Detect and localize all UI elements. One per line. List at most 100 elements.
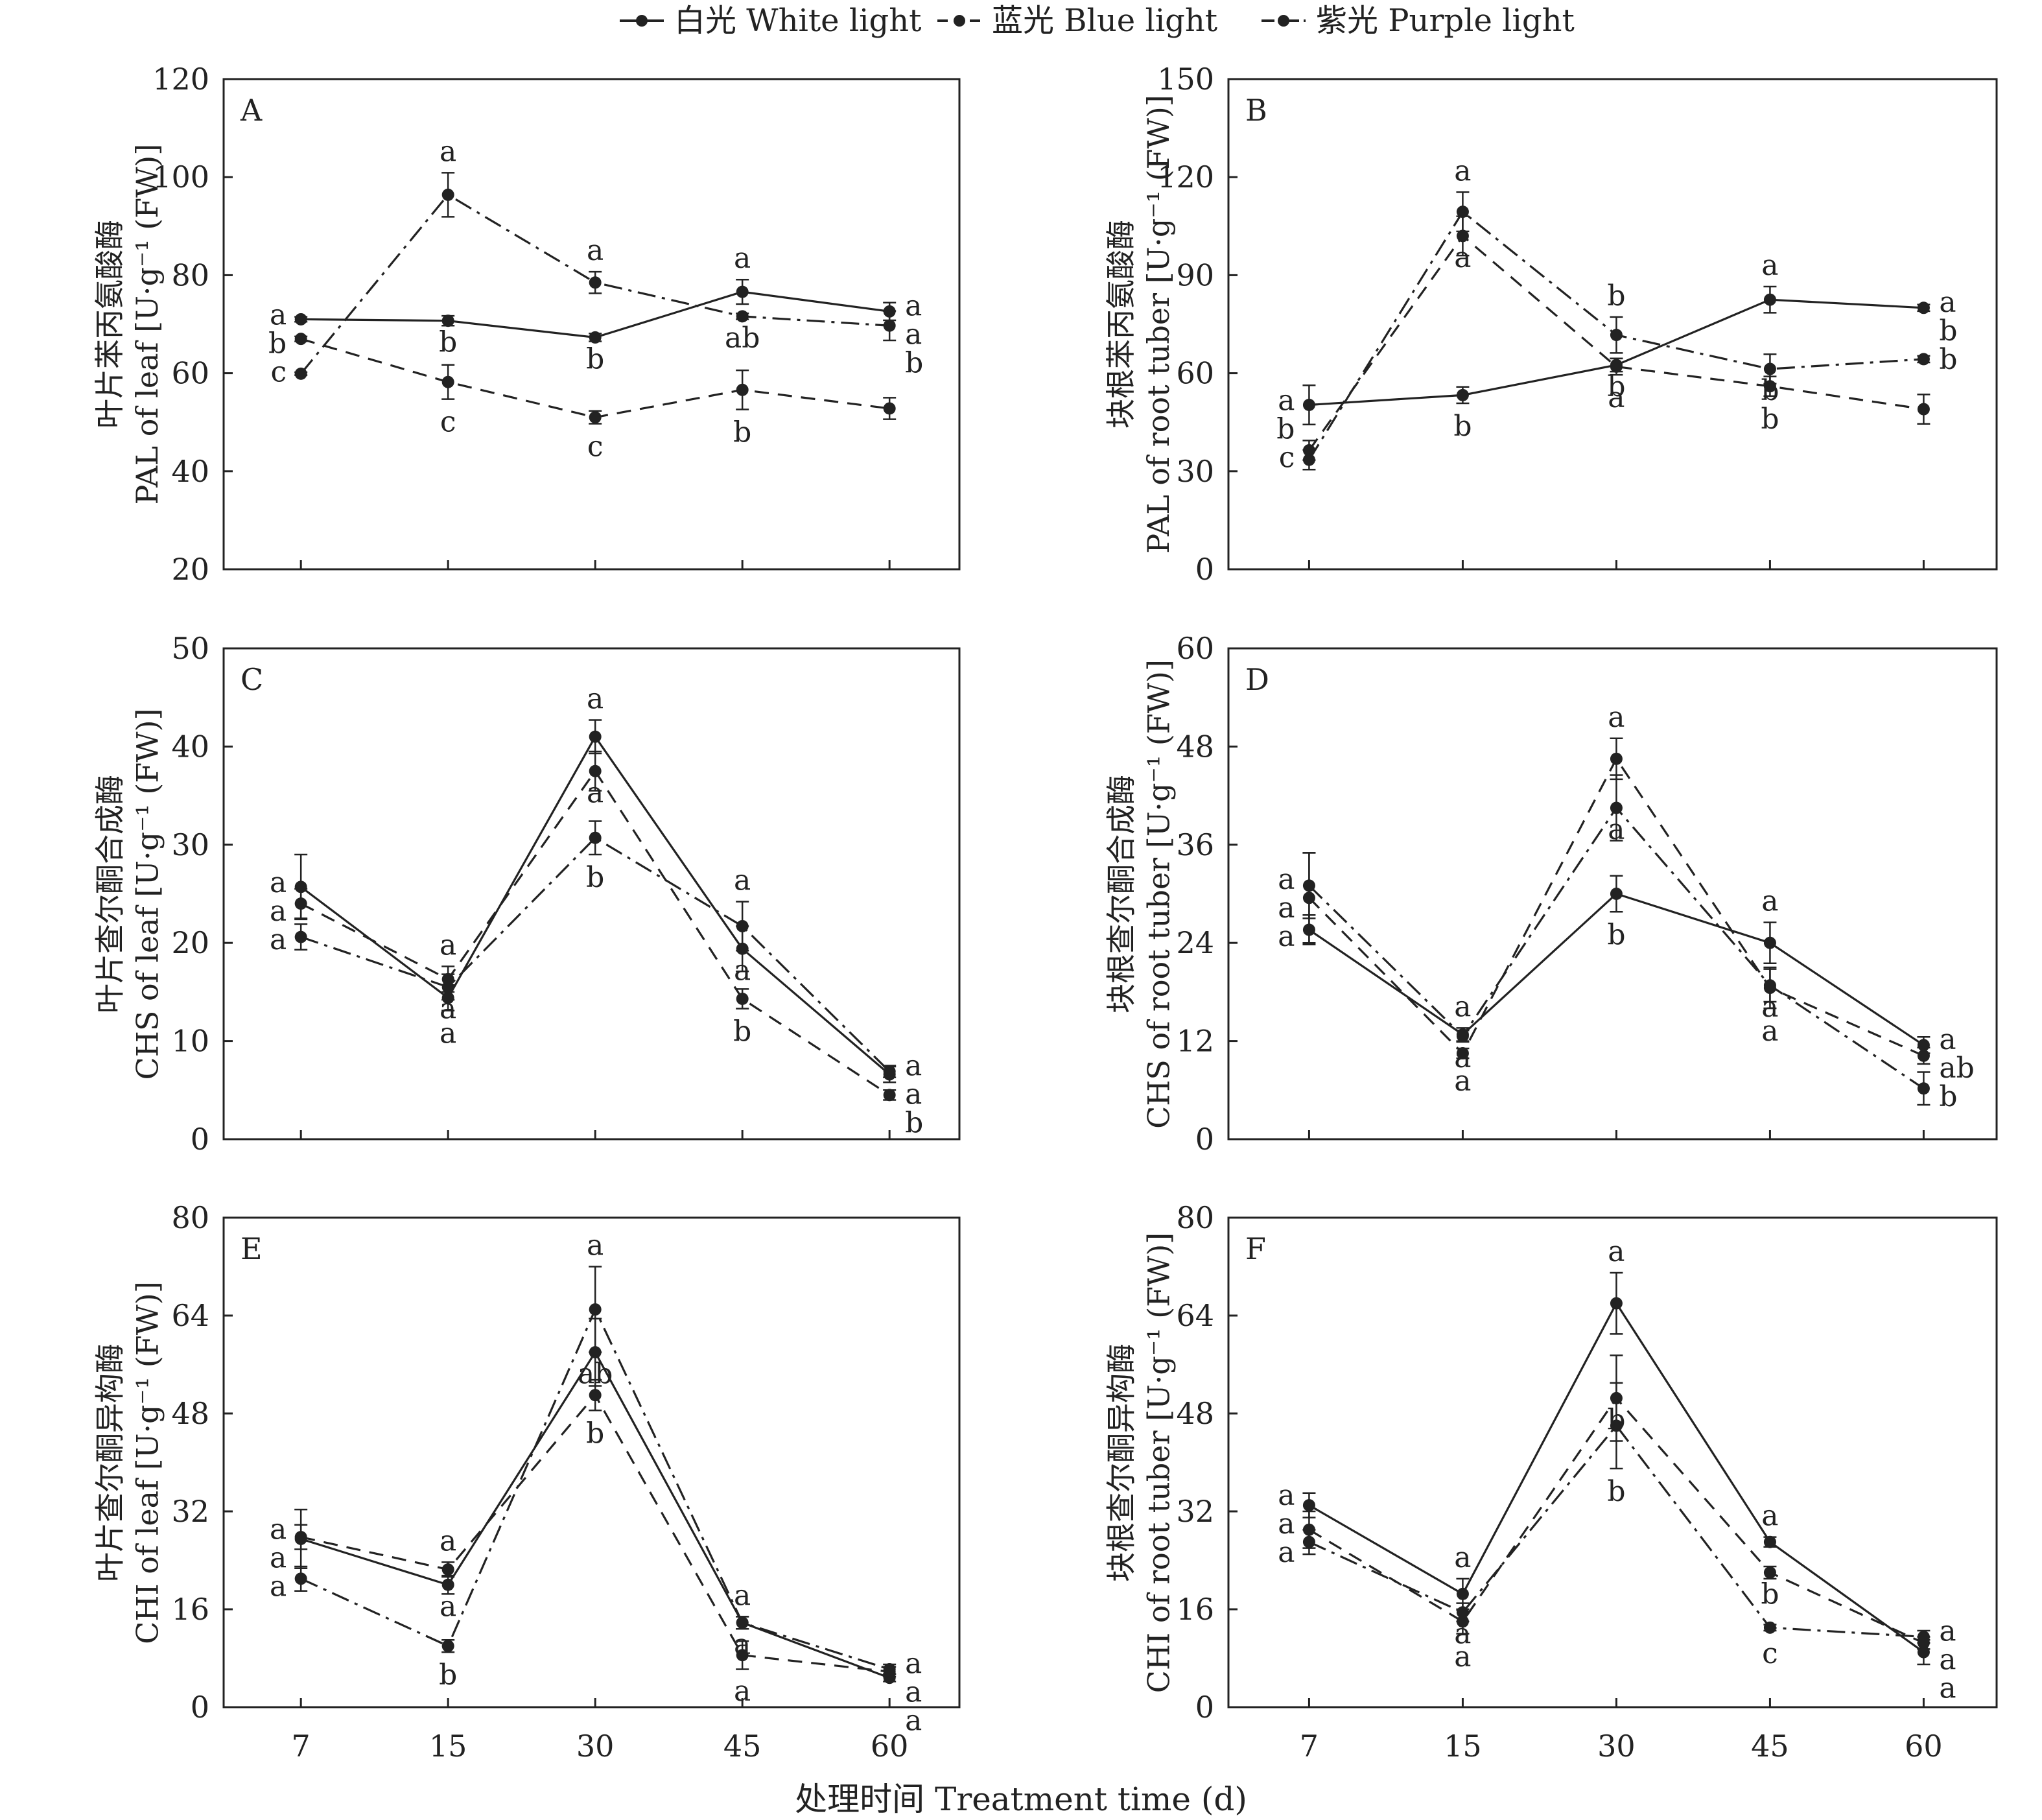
data-point — [294, 333, 307, 346]
y-tick-label: 0 — [1195, 1122, 1214, 1157]
significance-letter: b — [733, 416, 751, 449]
y-tick-label: 30 — [1176, 454, 1214, 489]
significance-letter: a — [905, 1704, 922, 1737]
y-tick-label: 32 — [171, 1494, 209, 1529]
significance-letter: a — [734, 242, 751, 275]
y-axis-title-en: CHI of root tuber [U·g⁻¹ (FW)] — [1141, 1232, 1176, 1693]
data-point — [294, 930, 307, 943]
panel-letter: E — [241, 1231, 263, 1266]
significance-letter: a — [1761, 249, 1778, 282]
y-tick-label: 50 — [171, 631, 209, 666]
series-line — [300, 836, 891, 1072]
y-tick-label: 20 — [171, 925, 209, 960]
significance-letter: a — [440, 1524, 456, 1557]
y-tick-label: 64 — [1176, 1298, 1214, 1333]
y-tick-label: 60 — [171, 356, 209, 391]
plot-frame — [222, 1216, 961, 1708]
legend-label-blue: 蓝光 Blue light — [992, 3, 1218, 39]
plot-frame — [1227, 78, 1998, 571]
significance-letter: b — [1761, 374, 1779, 407]
significance-letter: a — [440, 135, 456, 168]
significance-letter: b — [1276, 412, 1295, 445]
significance-letter: a — [905, 289, 922, 322]
significance-letter: a — [440, 992, 456, 1025]
significance-letter: a — [587, 234, 604, 267]
y-tick-label: 24 — [1176, 925, 1214, 960]
data-point — [441, 1578, 454, 1591]
y-tick-label: 80 — [1176, 1200, 1214, 1235]
y-tick-label: 16 — [171, 1592, 209, 1627]
significance-letter: b — [1607, 918, 1625, 951]
significance-letter: a — [1454, 990, 1471, 1023]
y-tick-label: 48 — [1176, 729, 1214, 764]
plot-frame — [222, 647, 961, 1140]
data-point — [1302, 879, 1315, 892]
significance-letter: a — [1608, 813, 1625, 846]
data-point — [1456, 230, 1469, 242]
data-point — [883, 1089, 896, 1102]
significance-letter: a — [1454, 154, 1471, 187]
y-tick-label: 10 — [171, 1024, 209, 1059]
data-point — [736, 919, 749, 932]
significance-letter: a — [1761, 1015, 1778, 1048]
data-point — [589, 764, 602, 777]
y-tick-label: 16 — [1176, 1592, 1214, 1627]
y-tick-label: 40 — [171, 729, 209, 764]
x-tick-label: 30 — [1597, 1729, 1636, 1764]
data-point — [294, 367, 307, 380]
y-tick-label: 0 — [1195, 1690, 1214, 1725]
y-axis-title: 块根查尔酮异构酶 CHI of root tuber [U·g⁻¹ (FW)] — [1102, 1218, 1180, 1707]
significance-letter: a — [270, 895, 287, 928]
data-point — [1763, 1621, 1776, 1634]
plot-frame — [1227, 1216, 1998, 1708]
significance-letter: a — [587, 1229, 604, 1262]
significance-letter: a — [905, 1050, 922, 1083]
legend-swatch-blue — [937, 15, 981, 27]
data-point — [1610, 888, 1623, 900]
data-point — [1917, 1630, 1930, 1643]
data-point — [736, 1649, 749, 1662]
y-tick-label: 60 — [1176, 356, 1214, 391]
plot-frame — [222, 78, 961, 571]
significance-letter: b — [733, 1015, 751, 1048]
data-point — [1610, 1419, 1623, 1432]
significance-letter: a — [440, 1590, 456, 1623]
data-point — [294, 1572, 307, 1585]
significance-letter: a — [734, 1675, 751, 1708]
significance-letter: a — [905, 1675, 922, 1708]
significance-letter: a — [1608, 1235, 1625, 1268]
y-tick-label: 80 — [171, 1200, 209, 1235]
series-purple — [1302, 191, 1931, 471]
significance-letter: a — [1454, 1618, 1471, 1651]
significance-letter: b — [268, 327, 287, 360]
y-tick-label: 48 — [1176, 1396, 1214, 1431]
y-tick-label: 120 — [152, 62, 209, 97]
significance-letter: a — [1608, 701, 1625, 734]
data-point — [1610, 360, 1623, 373]
data-point — [1610, 752, 1623, 765]
data-point — [294, 1531, 307, 1544]
significance-letter: b — [586, 342, 604, 375]
significance-letter: ab — [578, 1358, 613, 1391]
significance-letter: a — [270, 866, 287, 899]
significance-letter: b — [1607, 370, 1625, 403]
significance-letter: ab — [725, 322, 760, 355]
significance-letter: a — [1278, 892, 1295, 925]
data-point — [883, 319, 896, 332]
significance-letter: c — [440, 406, 456, 439]
data-point — [1302, 453, 1315, 466]
significance-letter: a — [1939, 1023, 1956, 1056]
significance-letter: a — [270, 1570, 287, 1603]
significance-letter: a — [270, 923, 287, 956]
significance-letter: c — [587, 430, 604, 463]
significance-letter: a — [1939, 1672, 1956, 1705]
x-tick-label: 15 — [1444, 1729, 1482, 1764]
significance-letter: c — [271, 355, 287, 388]
significance-letter: b — [439, 1659, 457, 1692]
significance-letter: a — [1939, 286, 1956, 319]
significance-letter: c — [1279, 441, 1295, 474]
series-blue — [294, 333, 897, 425]
